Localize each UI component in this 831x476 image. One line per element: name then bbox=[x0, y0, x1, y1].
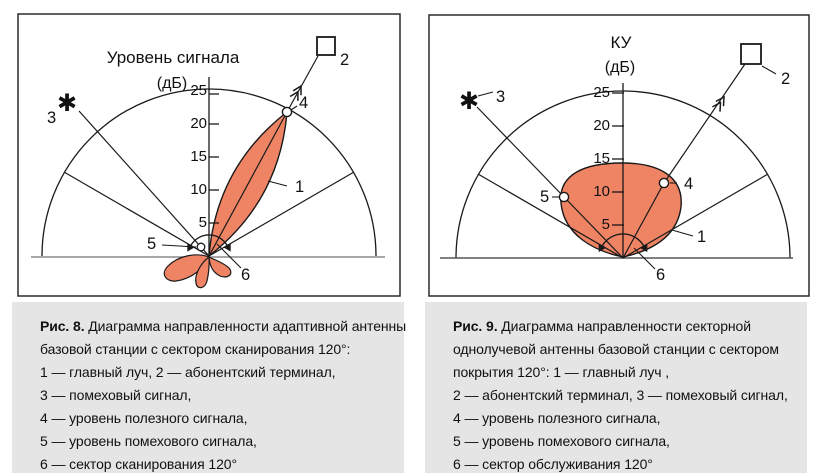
caption-line: 3 — помеховый сигнал, bbox=[40, 387, 192, 403]
tick-labels: 5 10 15 20 25 bbox=[593, 84, 610, 233]
tick-label-10: 10 bbox=[190, 181, 207, 198]
side-lobe-middle bbox=[195, 255, 210, 289]
callout-labels: 1 2 3 4 5 6 bbox=[496, 70, 790, 284]
leader-line-3 bbox=[477, 91, 494, 97]
callout-4-useful-level: 4 bbox=[299, 94, 308, 112]
tick-label-25: 25 bbox=[190, 82, 207, 99]
leader-line-2 bbox=[761, 65, 777, 75]
leader-line-6 bbox=[216, 243, 242, 269]
arrow-chevron-icon bbox=[289, 84, 302, 101]
callout-1-main-beam: 1 bbox=[697, 228, 706, 246]
tick-label-20: 20 bbox=[593, 117, 610, 134]
leader-line-1 bbox=[267, 180, 288, 187]
antenna-pattern-figures: Уровень сигнала (дБ) 5 10 15 20 25 ✱ 1 2… bbox=[17, 13, 810, 297]
caption-text: Диаграмма направленности секторной bbox=[501, 318, 751, 334]
sector-arrowhead-left bbox=[187, 243, 195, 252]
useful-signal-marker-circle bbox=[281, 106, 293, 118]
scan-sector-arc bbox=[190, 234, 228, 246]
caption-line: 5 — уровень помехового сигнала, bbox=[453, 433, 670, 449]
caption-line: базовой станции с сектором сканирования … bbox=[40, 341, 351, 357]
axis-ticks bbox=[209, 93, 219, 224]
axis-title: КУ bbox=[611, 33, 632, 52]
callout-1-main-beam: 1 bbox=[295, 178, 304, 196]
caption-line: Рис. 9. Диаграмма направленности секторн… bbox=[453, 315, 793, 338]
figure-8-caption: Рис. 8. Диаграмма направленности адаптив… bbox=[12, 302, 406, 473]
callout-6-service-sector: 6 bbox=[656, 266, 665, 284]
tick-label-10: 10 bbox=[593, 183, 610, 200]
leader-line-1 bbox=[671, 229, 694, 237]
figure-9-caption: Рис. 9. Диаграмма направленности секторн… bbox=[425, 302, 807, 473]
interference-level-marker-circle bbox=[558, 191, 570, 203]
callout-3-interference: 3 bbox=[47, 109, 56, 127]
caption-line: покрытия 120°: 1 — главный луч , bbox=[453, 364, 670, 380]
sector-boundary-right bbox=[622, 173, 769, 259]
interference-star-icon: ✱ bbox=[459, 88, 479, 115]
callout-4-useful-level: 4 bbox=[684, 175, 693, 193]
callout-6-scan-sector: 6 bbox=[241, 266, 250, 284]
side-lobe-right bbox=[208, 255, 232, 278]
caption-line: однолучевой антенны базовой станции с се… bbox=[453, 341, 779, 357]
callout-5-interference-level: 5 bbox=[147, 235, 156, 253]
useful-signal-marker-circle bbox=[658, 177, 670, 189]
tick-label-5: 5 bbox=[602, 216, 610, 233]
figure-number-label: Рис. 9. bbox=[453, 318, 498, 334]
caption-line: 1 — главный луч, 2 — абонентский термина… bbox=[40, 364, 336, 380]
leader-line-6 bbox=[633, 247, 656, 270]
tick-label-5: 5 bbox=[199, 214, 207, 231]
interference-level-marker-circle bbox=[196, 242, 206, 252]
sector-arrowhead-right bbox=[640, 244, 648, 253]
tick-labels: 5 10 15 20 25 bbox=[190, 82, 207, 231]
terminal-square-icon bbox=[740, 43, 762, 65]
sector-arrowhead-right bbox=[223, 243, 231, 252]
arrow-chevron-icon bbox=[712, 95, 725, 112]
sector-boundary-left bbox=[477, 173, 624, 259]
axis-ticks bbox=[612, 92, 624, 226]
tick-label-25: 25 bbox=[593, 84, 610, 101]
caption-line: 6 — сектор сканирования 120° bbox=[40, 456, 237, 472]
caption-line: 5 — уровень помехового сигнала, bbox=[40, 433, 257, 449]
callout-5-interference-level: 5 bbox=[540, 188, 549, 206]
interference-signal-line bbox=[78, 110, 210, 257]
leader-line-4 bbox=[290, 105, 298, 111]
axis-units: (дБ) bbox=[605, 59, 636, 76]
sector-arrowhead-left bbox=[598, 244, 606, 253]
leader-line-5 bbox=[161, 244, 197, 248]
side-lobe-left bbox=[163, 254, 210, 282]
callout-2-terminal: 2 bbox=[340, 51, 349, 69]
service-sector-arc bbox=[601, 233, 645, 247]
interference-signal-line bbox=[476, 106, 624, 259]
tick-label-15: 15 bbox=[593, 150, 610, 167]
sector-boundary-right bbox=[208, 171, 355, 257]
callout-labels: 1 2 3 4 5 6 bbox=[47, 51, 349, 284]
interference-star-icon: ✱ bbox=[57, 90, 77, 117]
callout-2-terminal: 2 bbox=[781, 70, 790, 88]
tick-label-20: 20 bbox=[190, 115, 207, 132]
sector-boundary-left bbox=[63, 171, 210, 257]
figure-number-label: Рис. 8. bbox=[40, 318, 85, 334]
caption-line: 4 — уровень полезного сигнала, bbox=[453, 410, 661, 426]
caption-line: 6 — сектор обслуживания 120° bbox=[453, 456, 653, 472]
axis-units: (дБ) bbox=[157, 75, 188, 92]
terminal-square-icon bbox=[316, 36, 336, 56]
callout-3-interference: 3 bbox=[496, 88, 505, 106]
caption-line: Рис. 8. Диаграмма направленности адаптив… bbox=[40, 315, 406, 338]
tick-label-15: 15 bbox=[190, 148, 207, 165]
axis-title: Уровень сигнала bbox=[107, 48, 240, 67]
caption-line: 2 — абонентский терминал, 3 — помеховый … bbox=[453, 387, 788, 403]
caption-text: Диаграмма направленности адаптивной анте… bbox=[88, 318, 407, 334]
caption-line: 4 — уровень полезного сигнала, bbox=[40, 410, 248, 426]
